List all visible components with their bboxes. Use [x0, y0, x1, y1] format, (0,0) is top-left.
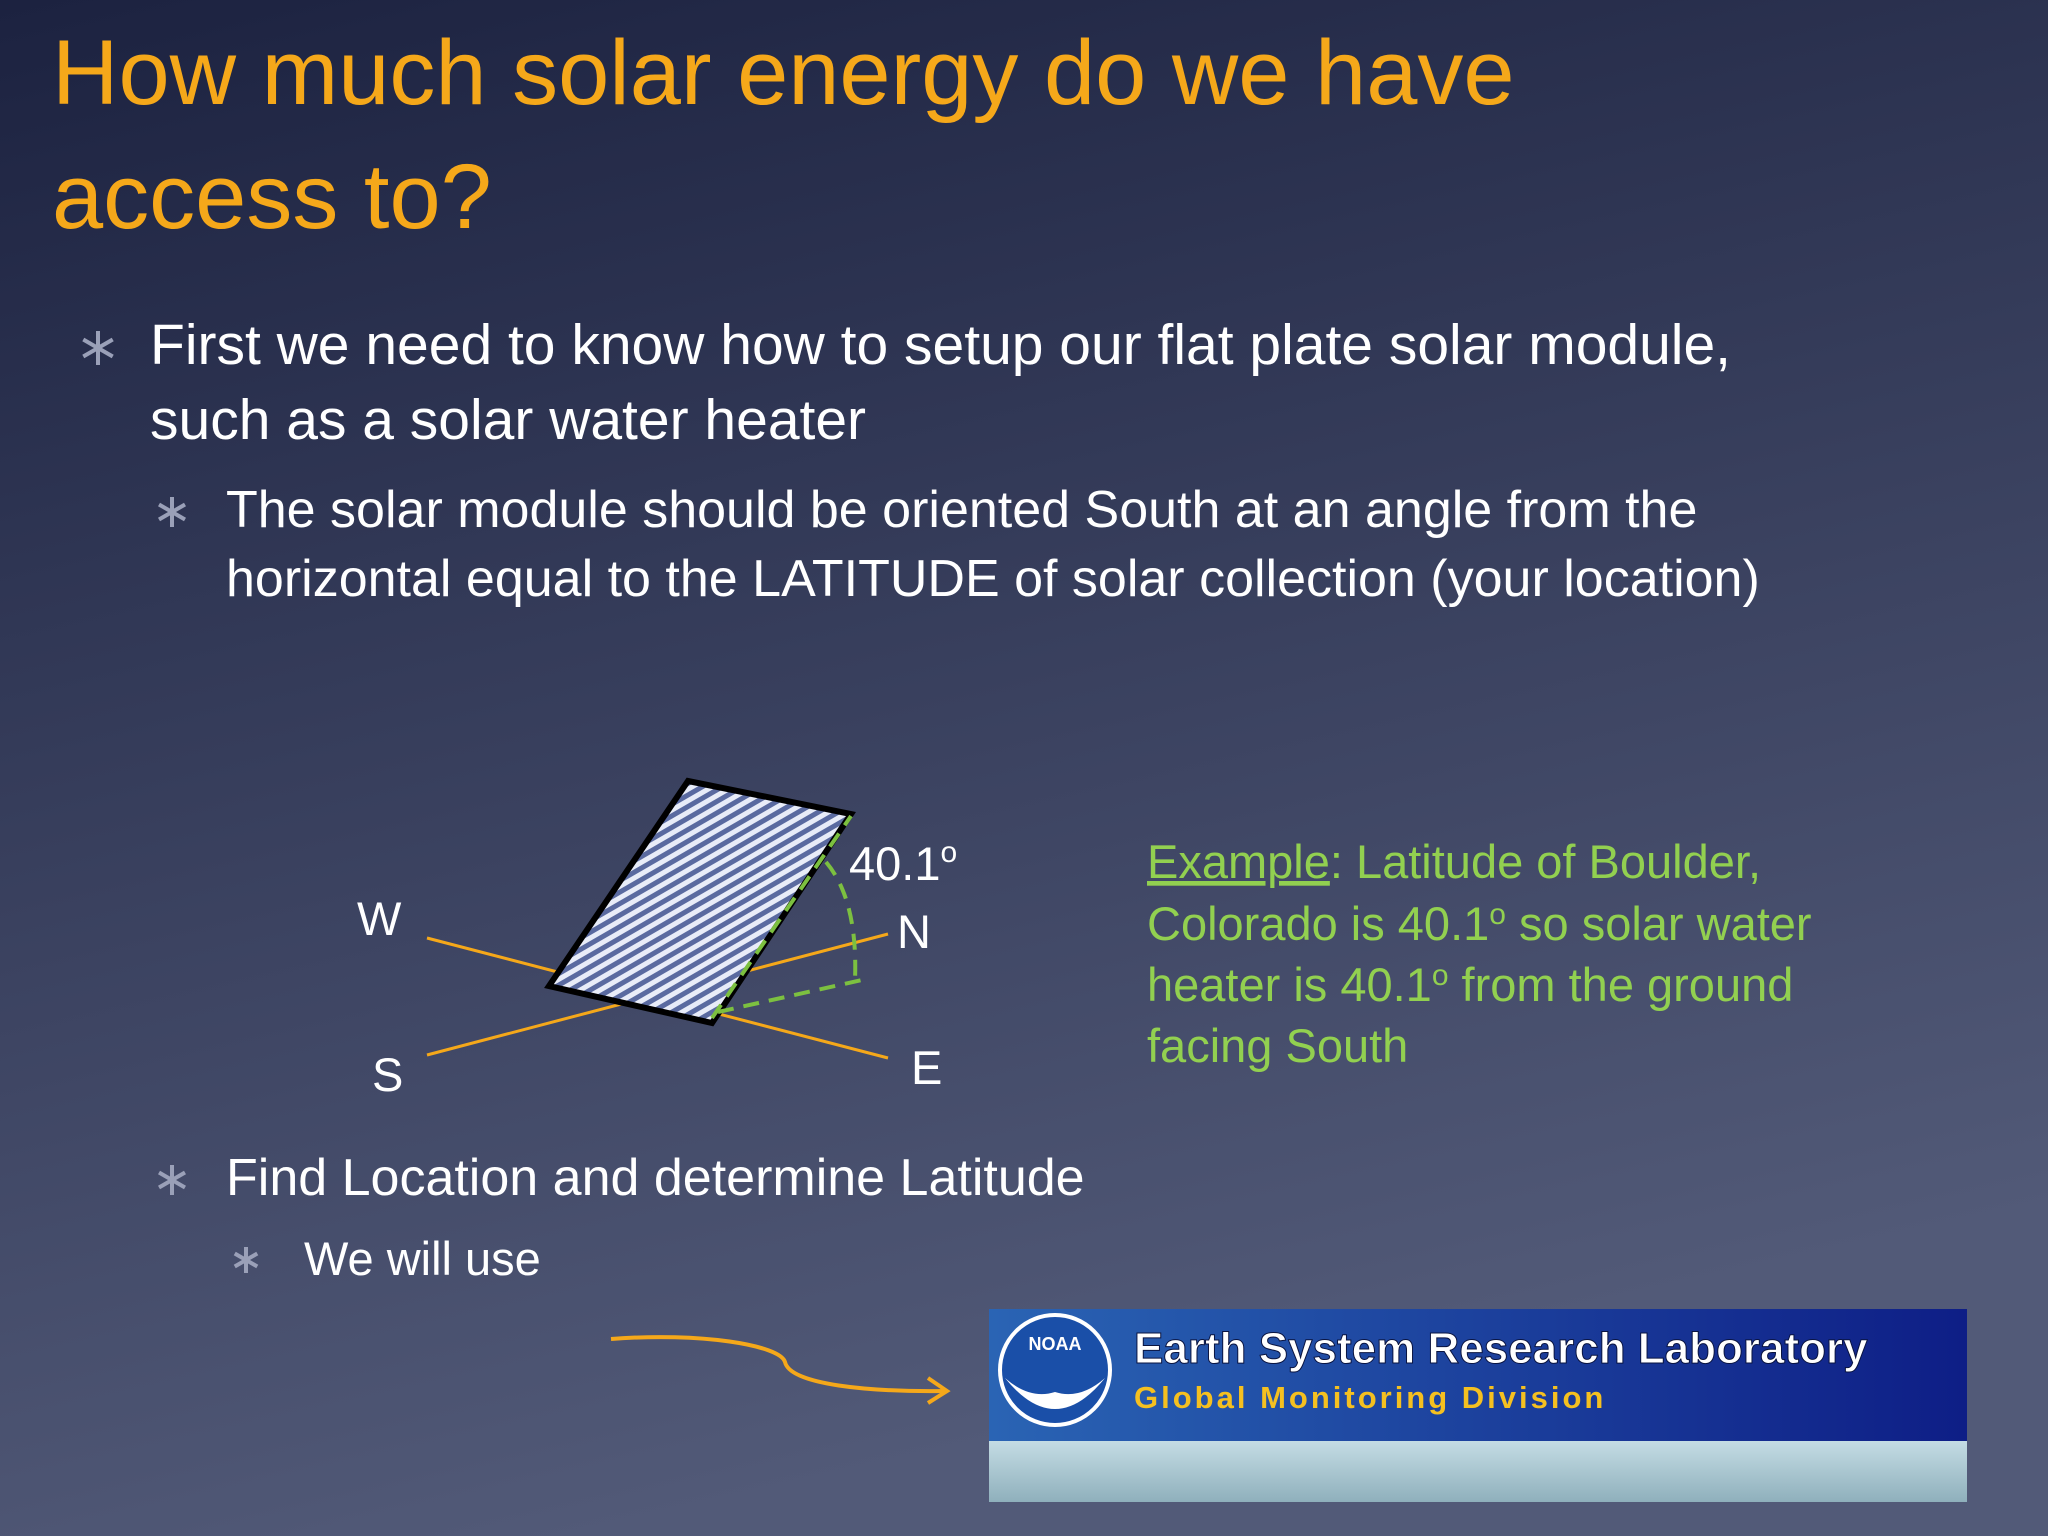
title: How much solar energy do we have access … — [52, 22, 1515, 248]
example-line: Colorado is 40.1o so solar water — [1147, 897, 1812, 950]
example-line: facing South — [1147, 1019, 1408, 1072]
diagram: W N S E 40.1o — [357, 777, 957, 1101]
bullet-icons — [82, 331, 259, 1273]
solar-panel — [544, 777, 856, 1027]
bullets: First we need to know how to setup our f… — [150, 313, 1760, 1285]
bullet-text: We will use — [304, 1232, 541, 1285]
degree-mark: o — [940, 836, 957, 869]
example-line: Example: Latitude of Boulder, — [1147, 835, 1761, 888]
example-line: heater is 40.1o from the ground — [1147, 958, 1793, 1011]
bullet-text: First we need to know how to setup our f… — [150, 313, 1731, 377]
banner-subtitle: Global Monitoring Division — [1134, 1380, 1606, 1415]
banner-nav — [989, 1441, 1967, 1502]
compass-label: W — [357, 892, 402, 945]
compass-label: N — [897, 905, 931, 958]
degree-mark: o — [1432, 959, 1449, 992]
angle-arc — [824, 860, 858, 981]
bullet-stroke — [82, 337, 114, 359]
arrow — [610, 1335, 946, 1394]
bullet-text: The solar module should be oriented Sout… — [226, 481, 1697, 539]
degree-mark: o — [1489, 898, 1506, 931]
bullet-stroke — [158, 502, 186, 522]
example-text: : Latitude of Boulder, — [1330, 835, 1761, 888]
bullet-text: such as a solar water heater — [150, 388, 866, 452]
bullet-text: horizontal equal to the LATITUDE of sola… — [226, 550, 1760, 608]
example-text: from the ground — [1449, 958, 1794, 1011]
bullet-icon — [158, 497, 186, 527]
angle-value: 40.1 — [849, 837, 940, 890]
bullet-icon — [82, 331, 114, 365]
example: Example: Latitude of Boulder, Colorado i… — [1147, 835, 1812, 1072]
example-text: so solar water — [1506, 897, 1812, 950]
compass-labels: W N S E 40.1o — [357, 836, 957, 1101]
bullet-icon — [158, 1165, 186, 1195]
bullet-stroke — [233, 1251, 259, 1269]
bullet-text: Find Location and determine Latitude — [226, 1149, 1085, 1207]
angle-label: 40.1o — [849, 836, 957, 890]
banner-title: Earth System Research Laboratory — [1134, 1324, 1868, 1373]
bullet-icon — [233, 1247, 259, 1273]
compass-label: E — [911, 1041, 942, 1094]
example-text: Colorado is 40.1 — [1147, 897, 1489, 950]
title-line: How much solar energy do we have — [52, 22, 1515, 124]
noaa-banner: NOAA Earth System Research Laboratory Gl… — [989, 1309, 1967, 1502]
logo-text: NOAA — [1029, 1334, 1082, 1354]
logo-bird — [1005, 1378, 1105, 1409]
title-line: access to? — [52, 146, 492, 248]
arrow-head — [926, 1376, 951, 1405]
compass-label: S — [372, 1048, 403, 1101]
banner-header — [989, 1309, 1967, 1441]
angle-edge — [710, 814, 853, 1020]
bullet-stroke — [158, 1170, 186, 1190]
example-text: heater is 40.1 — [1147, 958, 1432, 1011]
example-label: Example — [1147, 835, 1330, 888]
